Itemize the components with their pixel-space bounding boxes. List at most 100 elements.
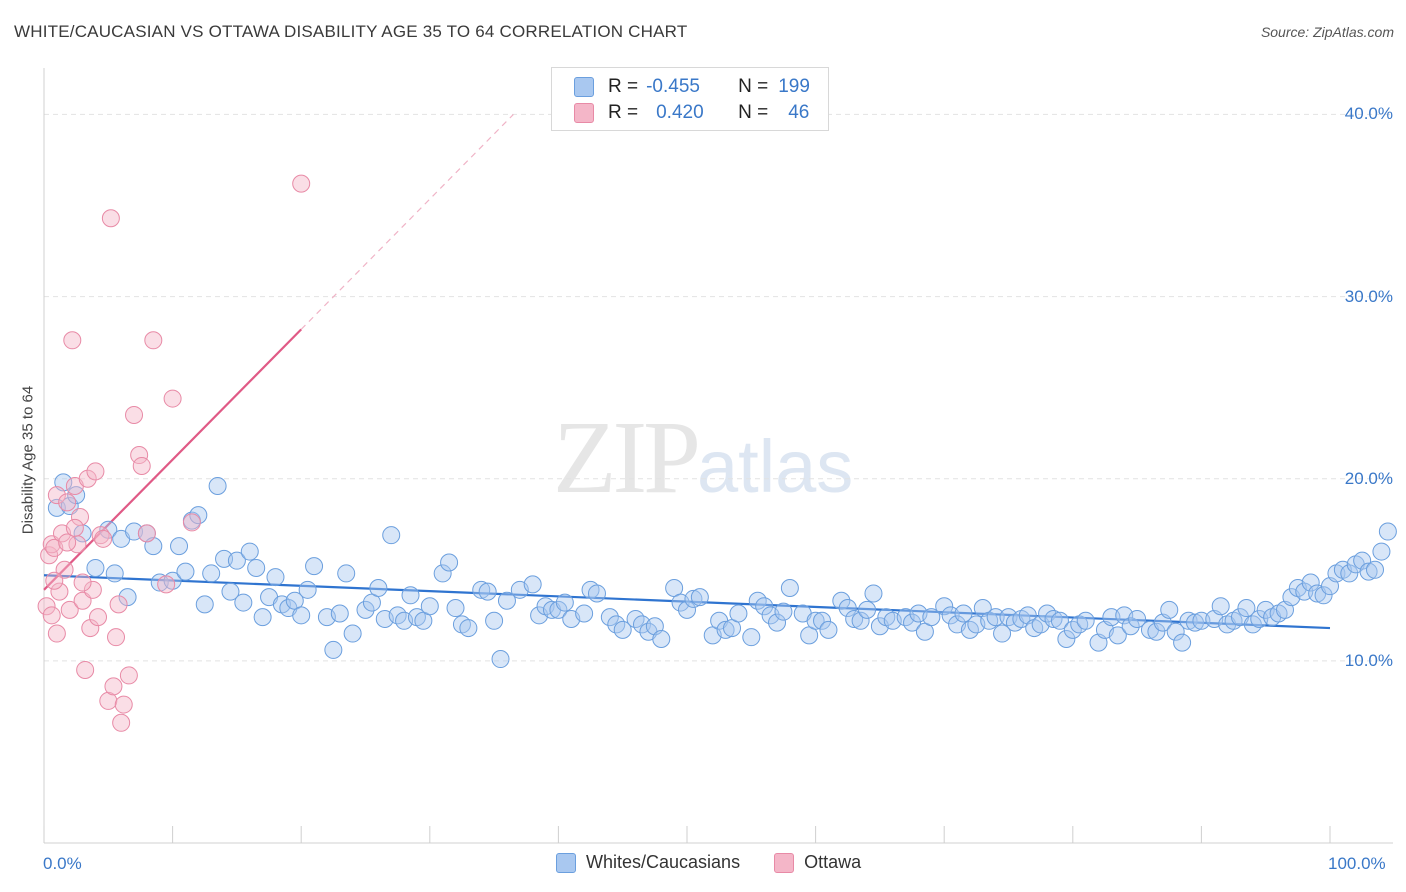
whites-point (1372, 542, 1391, 561)
whites-point (1173, 633, 1192, 652)
ottawa-point (47, 624, 66, 643)
ottawa-point (104, 677, 123, 696)
ottawa-point (107, 628, 126, 647)
whites-point (1378, 522, 1397, 541)
n-value: 199 (778, 76, 810, 97)
ottawa-point (47, 486, 66, 505)
ottawa-point (60, 600, 79, 619)
ottawa-trend-extension (300, 114, 514, 330)
whites-point (330, 604, 349, 623)
whites-point (523, 575, 542, 594)
whites-point (838, 599, 857, 618)
whites-point (1301, 573, 1320, 592)
whites-point (1057, 630, 1076, 648)
r-value: -0.455 (646, 76, 700, 97)
gridlines (44, 113, 1393, 662)
whites-point (768, 613, 787, 632)
whites-point (729, 604, 748, 623)
ottawa-point (89, 608, 108, 627)
ottawa-point (78, 469, 97, 488)
ottawa-point (42, 606, 61, 625)
whites-point (864, 584, 883, 603)
axes (43, 68, 1393, 844)
whites-point (1314, 586, 1333, 605)
whites-point (472, 580, 491, 599)
whites-point (369, 579, 388, 597)
whites-point (305, 557, 324, 576)
whites-point (67, 486, 86, 505)
ottawa-point (45, 571, 64, 590)
whites-point (86, 558, 105, 577)
x-tick-label-max: 100.0% (1328, 854, 1386, 873)
whites-point (851, 611, 870, 630)
whites-point (497, 591, 516, 610)
whites-point (1179, 611, 1198, 630)
whites-point (118, 588, 137, 607)
whites-point (266, 568, 285, 587)
ottawa-point (50, 582, 69, 601)
whites-point (600, 608, 619, 627)
r-value: 0.420 (656, 102, 704, 123)
whites-point (716, 620, 735, 639)
whites-point (1166, 622, 1185, 641)
source-note: Source: ZipAtlas.com (1260, 24, 1394, 40)
whites-point (1050, 611, 1069, 630)
whites-point (1147, 622, 1166, 641)
ottawa-point (73, 591, 92, 610)
ottawa-point (99, 691, 118, 710)
whites-point (806, 611, 825, 630)
whites-point (343, 624, 362, 643)
whites-point (1359, 562, 1378, 581)
ottawa-point (292, 174, 311, 193)
y-tick-label: 40.0% (1344, 104, 1393, 124)
whites-point (440, 553, 459, 572)
whites-point (382, 526, 401, 545)
whites-point (485, 611, 504, 630)
whites-point (774, 602, 793, 621)
ottawa-point (65, 518, 84, 537)
whites-point (491, 650, 510, 669)
legend-item-ottawa: Ottawa (774, 852, 861, 873)
whites-point (1108, 626, 1127, 645)
whites-point (1128, 609, 1147, 628)
whites-point (240, 542, 259, 561)
ottawa-point (63, 331, 82, 350)
whites-point (337, 564, 356, 583)
x-tick-label-min: 0.0% (43, 854, 82, 873)
ottawa-point (101, 209, 120, 228)
whites-point (1353, 551, 1372, 570)
ottawa-point (157, 575, 176, 594)
whites-point (755, 597, 774, 616)
whites-point (1185, 613, 1204, 632)
ottawa-point (58, 493, 77, 512)
ottawa-point (94, 529, 113, 548)
whites-point (1366, 560, 1385, 579)
whites-point (195, 595, 214, 614)
whites-point (401, 586, 420, 605)
ottawa-point (73, 573, 92, 592)
whites-point (832, 591, 851, 610)
ottawa-point (83, 580, 102, 599)
ottawa-point (109, 595, 128, 614)
r-label: R = (608, 76, 639, 97)
ottawa-point (132, 456, 151, 475)
whites-point (1340, 564, 1359, 583)
whites-point (202, 564, 221, 583)
r-label: R = (608, 102, 639, 123)
whites-point (170, 537, 189, 556)
whites-point (954, 604, 973, 623)
ottawa-point (144, 331, 163, 350)
ottawa-point (37, 597, 56, 616)
whites-point (105, 564, 124, 583)
whites-point (234, 593, 253, 612)
whites-point (742, 628, 761, 647)
whites-point (813, 611, 832, 630)
ottawa-point (182, 513, 201, 532)
y-tick-label: 20.0% (1344, 468, 1393, 488)
whites-point (780, 579, 799, 597)
legend-swatch-whites (556, 852, 576, 873)
whites-point (1076, 611, 1095, 630)
whites-point (555, 593, 574, 612)
series-legend: Whites/Caucasians Ottawa (556, 852, 895, 873)
